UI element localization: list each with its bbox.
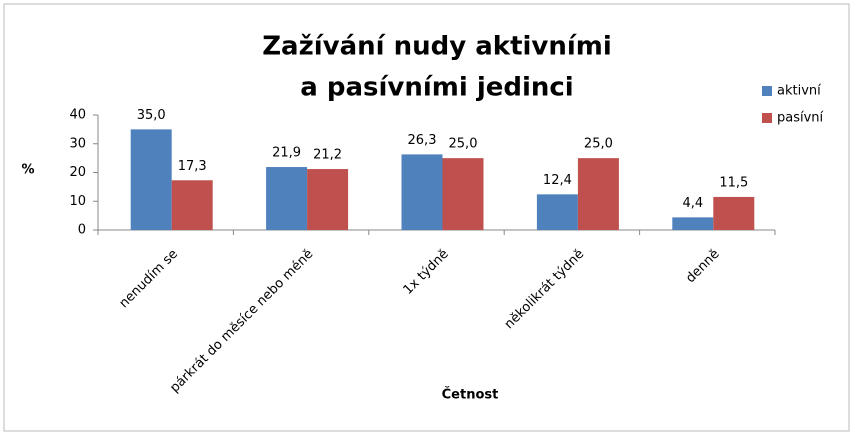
value-label: 26,3 [408,133,437,148]
chart-title-line-2: a pasívními jedinci [300,73,573,103]
value-label: 21,9 [272,146,301,161]
bar [266,167,308,230]
bar [171,180,213,230]
bar [401,154,443,230]
legend-swatch [762,113,772,123]
value-label: 17,3 [178,159,207,174]
value-label: 12,4 [543,173,572,188]
value-label: 11,5 [719,175,748,190]
bar [713,196,755,230]
legend-label: pasívní [777,111,824,126]
value-label: 25,0 [584,137,613,152]
bar [442,158,484,230]
bar [672,217,714,230]
y-tick-label: 0 [78,223,86,238]
legend-swatch [762,86,772,96]
legend-label: aktivní [777,84,821,99]
value-label: 4,4 [682,196,703,211]
value-label: 35,0 [137,108,166,123]
bar [307,169,349,230]
y-axis-label: % [21,163,34,178]
bar [130,129,172,230]
y-tick-label: 30 [69,136,86,151]
y-tick-label: 10 [69,194,86,209]
bar [577,158,619,230]
chart-title-line-1: Zažívání nudy aktivními [262,32,612,62]
value-label: 21,2 [313,148,342,163]
y-tick-label: 40 [69,108,86,123]
x-axis-label: Četnost [442,387,499,403]
value-label: 25,0 [449,137,478,152]
y-tick-label: 20 [69,165,86,180]
bar [536,194,578,230]
